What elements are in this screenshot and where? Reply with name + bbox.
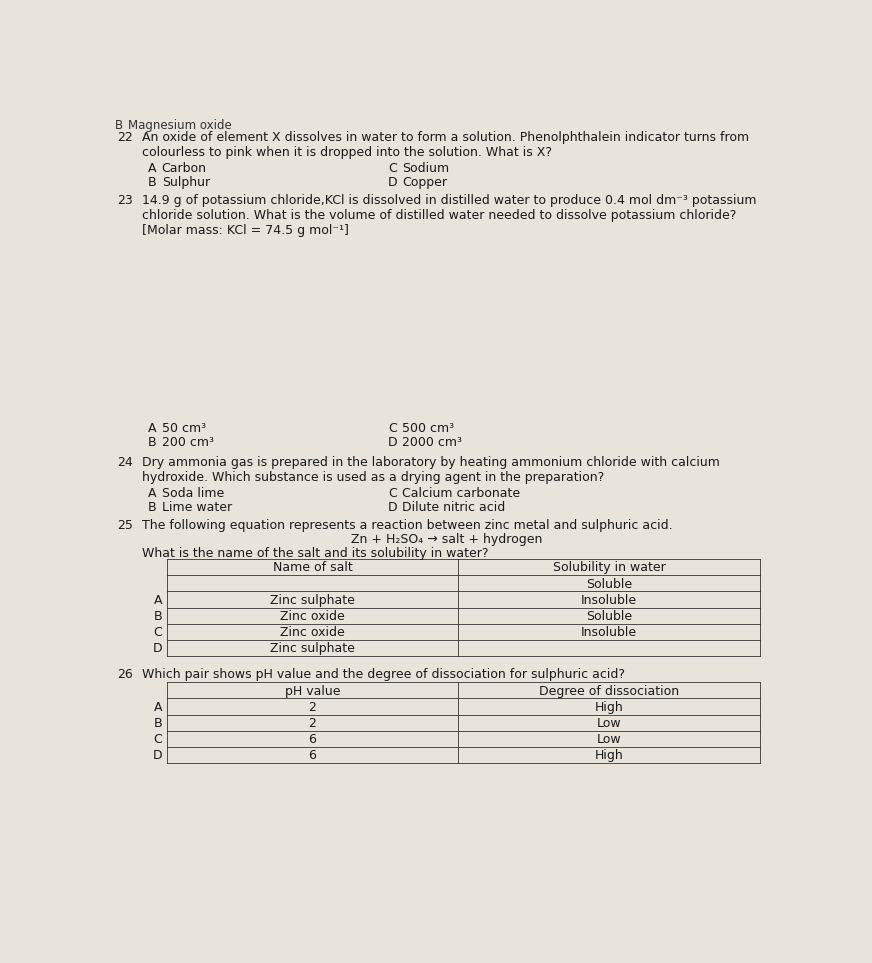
Text: C: C [388, 162, 397, 174]
Text: 22: 22 [117, 131, 133, 143]
Text: 6: 6 [309, 749, 317, 763]
Text: Degree of dissociation: Degree of dissociation [539, 685, 679, 697]
Text: C: C [388, 422, 397, 435]
Text: B: B [153, 610, 162, 623]
Text: 26: 26 [117, 668, 133, 682]
Text: D: D [153, 642, 163, 655]
Text: 2: 2 [309, 716, 317, 730]
Text: The following equation represents a reaction between zinc metal and sulphuric ac: The following equation represents a reac… [141, 519, 672, 532]
Text: Zinc oxide: Zinc oxide [280, 626, 344, 639]
Text: Name of salt: Name of salt [273, 561, 352, 574]
Text: 6: 6 [309, 733, 317, 746]
Text: B: B [147, 175, 156, 189]
Text: C: C [388, 486, 397, 500]
Text: Copper: Copper [402, 175, 447, 189]
Text: 14.9 g of potassium chloride,KCl is dissolved in distilled water to produce 0.4 : 14.9 g of potassium chloride,KCl is diss… [141, 195, 756, 237]
Text: Lime water: Lime water [161, 501, 232, 513]
Text: What is the name of the salt and its solubility in water?: What is the name of the salt and its sol… [141, 547, 488, 560]
Text: Solubility in water: Solubility in water [553, 561, 665, 574]
Text: Dry ammonia gas is prepared in the laboratory by heating ammonium chloride with : Dry ammonia gas is prepared in the labor… [141, 455, 719, 483]
Text: D: D [388, 501, 398, 513]
Text: Insoluble: Insoluble [581, 594, 637, 607]
Text: Dilute nitric acid: Dilute nitric acid [402, 501, 505, 513]
Text: Sulphur: Sulphur [161, 175, 210, 189]
Text: B: B [153, 716, 162, 730]
Text: High: High [595, 701, 623, 714]
Text: A: A [147, 422, 156, 435]
Text: Zinc oxide: Zinc oxide [280, 610, 344, 623]
Text: B: B [147, 436, 156, 449]
Text: Magnesium oxide: Magnesium oxide [128, 119, 232, 132]
Text: Insoluble: Insoluble [581, 626, 637, 639]
Text: 500 cm³: 500 cm³ [402, 422, 454, 435]
Text: Zinc sulphate: Zinc sulphate [270, 594, 355, 607]
Text: Low: Low [596, 733, 621, 746]
Text: Zinc sulphate: Zinc sulphate [270, 642, 355, 655]
Text: 2: 2 [309, 701, 317, 714]
Text: A: A [147, 162, 156, 174]
Text: B: B [115, 119, 123, 132]
Text: 24: 24 [117, 455, 133, 469]
Text: Soluble: Soluble [586, 610, 632, 623]
Text: 25: 25 [117, 519, 133, 532]
Text: Zn + H₂SO₄ → salt + hydrogen: Zn + H₂SO₄ → salt + hydrogen [351, 533, 542, 546]
Text: D: D [388, 175, 398, 189]
Text: 50 cm³: 50 cm³ [161, 422, 206, 435]
Text: A: A [153, 594, 162, 607]
Text: Low: Low [596, 716, 621, 730]
Text: A: A [153, 701, 162, 714]
Text: 23: 23 [117, 195, 133, 207]
Text: Sodium: Sodium [402, 162, 449, 174]
Text: Carbon: Carbon [161, 162, 207, 174]
Text: High: High [595, 749, 623, 763]
Text: 2000 cm³: 2000 cm³ [402, 436, 462, 449]
Text: pH value: pH value [284, 685, 340, 697]
Text: C: C [153, 626, 162, 639]
Text: Soda lime: Soda lime [161, 486, 224, 500]
Text: B: B [147, 501, 156, 513]
Text: D: D [153, 749, 163, 763]
Text: D: D [388, 436, 398, 449]
Text: Calcium carbonate: Calcium carbonate [402, 486, 520, 500]
Text: A: A [147, 486, 156, 500]
Text: C: C [153, 733, 162, 746]
Text: An oxide of element X dissolves in water to form a solution. Phenolphthalein ind: An oxide of element X dissolves in water… [141, 131, 749, 159]
Text: Which pair shows pH value and the degree of dissociation for sulphuric acid?: Which pair shows pH value and the degree… [141, 668, 624, 682]
Text: Soluble: Soluble [586, 578, 632, 590]
Text: 200 cm³: 200 cm³ [161, 436, 214, 449]
